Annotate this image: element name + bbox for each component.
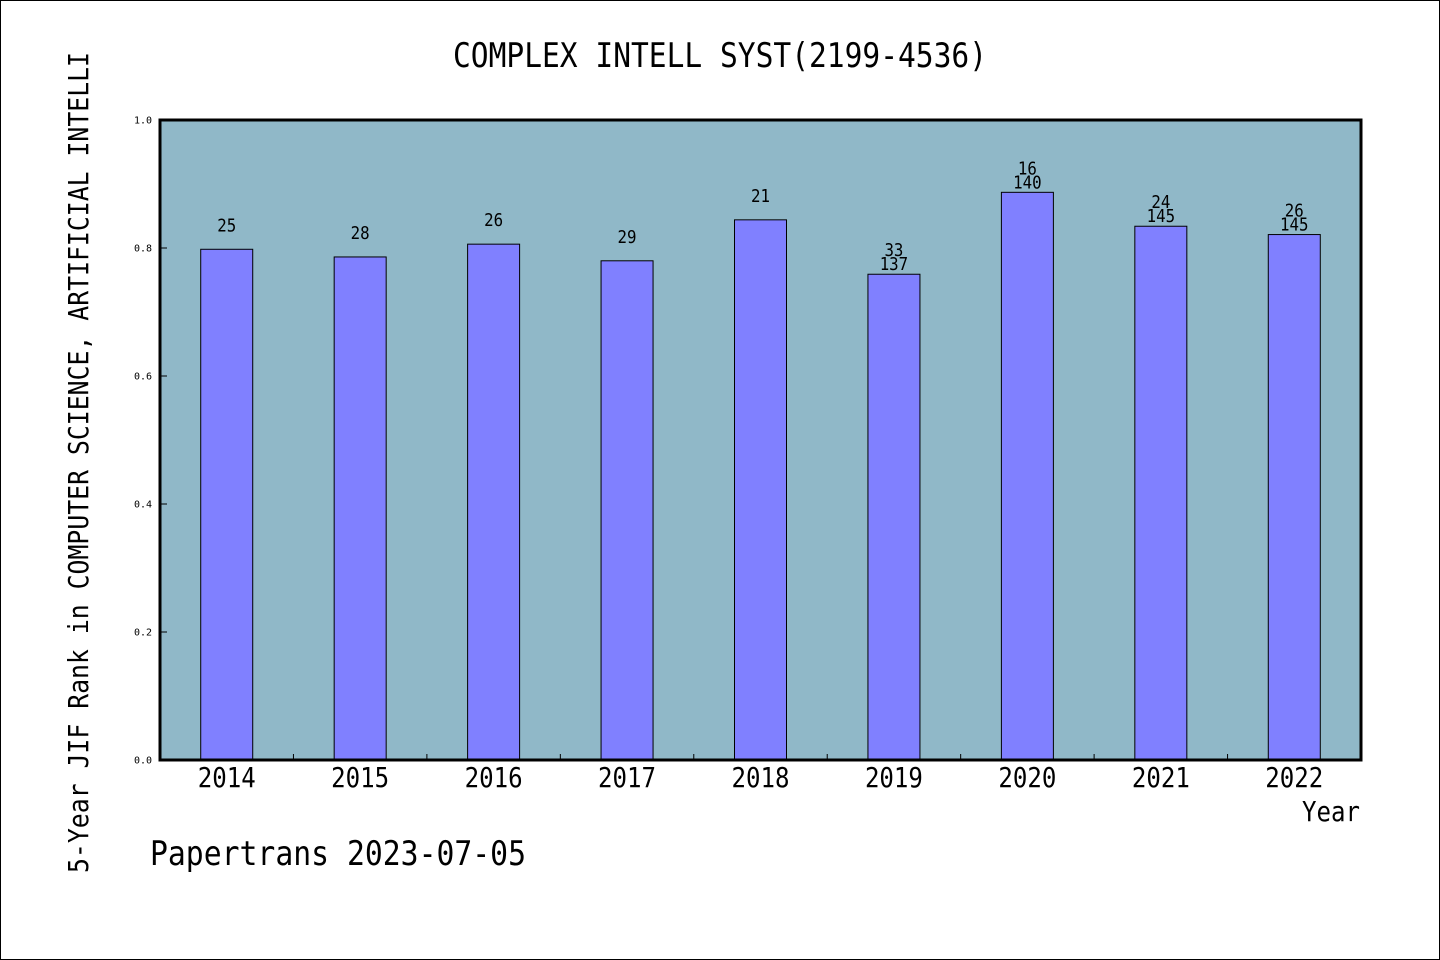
bar-2017	[600, 260, 654, 761]
bar-total-label: 137	[880, 254, 909, 275]
chart-title: COMPLEX INTELL SYST(2199-4536)	[453, 36, 987, 76]
bar-rank-label: 24	[1151, 192, 1170, 213]
bar-total-label: 145	[1280, 215, 1309, 236]
x-tick-label: 2021	[1132, 761, 1190, 794]
x-axis-label: Year	[1302, 795, 1360, 828]
bar-2015	[333, 256, 387, 761]
bars	[200, 191, 1321, 761]
footer-credit: Papertrans 2023-07-05	[150, 834, 526, 874]
y-axis-tick-labels: 0.0 0.2 0.4 0.6 0.8 1.0	[134, 116, 152, 767]
x-tick-label: 2014	[198, 761, 256, 794]
x-tick-label: 2015	[331, 761, 389, 794]
x-tick-label: 2017	[598, 761, 656, 794]
x-tick-label: 2019	[865, 761, 923, 794]
bar-rank-label: 25	[217, 215, 236, 236]
plot-frame	[158, 118, 1363, 762]
x-axis-tick-labels: 2014 2015 2016 2017 2018 2019 2020 2021 2022	[198, 761, 1324, 794]
bar-rank-label: 28	[351, 223, 370, 244]
y-axis-label: 5-Year JIF Rank in COMPUTER SCIENCE, ART…	[62, 52, 95, 873]
bar-rank-label: 33	[884, 240, 903, 261]
x-tick-label: 2016	[465, 761, 523, 794]
bar-total-label: 145	[1147, 206, 1176, 227]
bar-2021	[1134, 225, 1188, 761]
bar-2018	[734, 219, 787, 761]
bar-total-label: 140	[1013, 172, 1042, 193]
x-tick-label: 2020	[998, 761, 1056, 794]
bar-2019	[867, 273, 921, 761]
bar-2014	[200, 248, 254, 761]
bar-2022	[1267, 234, 1321, 761]
y-tick-label: 0.0	[134, 756, 152, 767]
bar-2016	[467, 243, 521, 761]
bar-rank-label: 26	[484, 210, 503, 231]
x-tick-label: 2018	[732, 761, 790, 794]
y-tick-label: 0.4	[134, 500, 152, 511]
bar-rank-label: 26	[1285, 201, 1304, 222]
bar-rank-label: 16	[1018, 158, 1037, 179]
bar-rank-label: 21	[751, 186, 770, 207]
y-tick-label: 0.6	[134, 372, 152, 383]
y-tick-label: 0.2	[134, 628, 152, 639]
y-tick-label: 1.0	[134, 116, 152, 127]
bar-2020	[1000, 191, 1054, 761]
bar-rank-label: 29	[618, 227, 637, 248]
y-tick-label: 0.8	[134, 244, 152, 255]
x-tick-label: 2022	[1265, 761, 1323, 794]
